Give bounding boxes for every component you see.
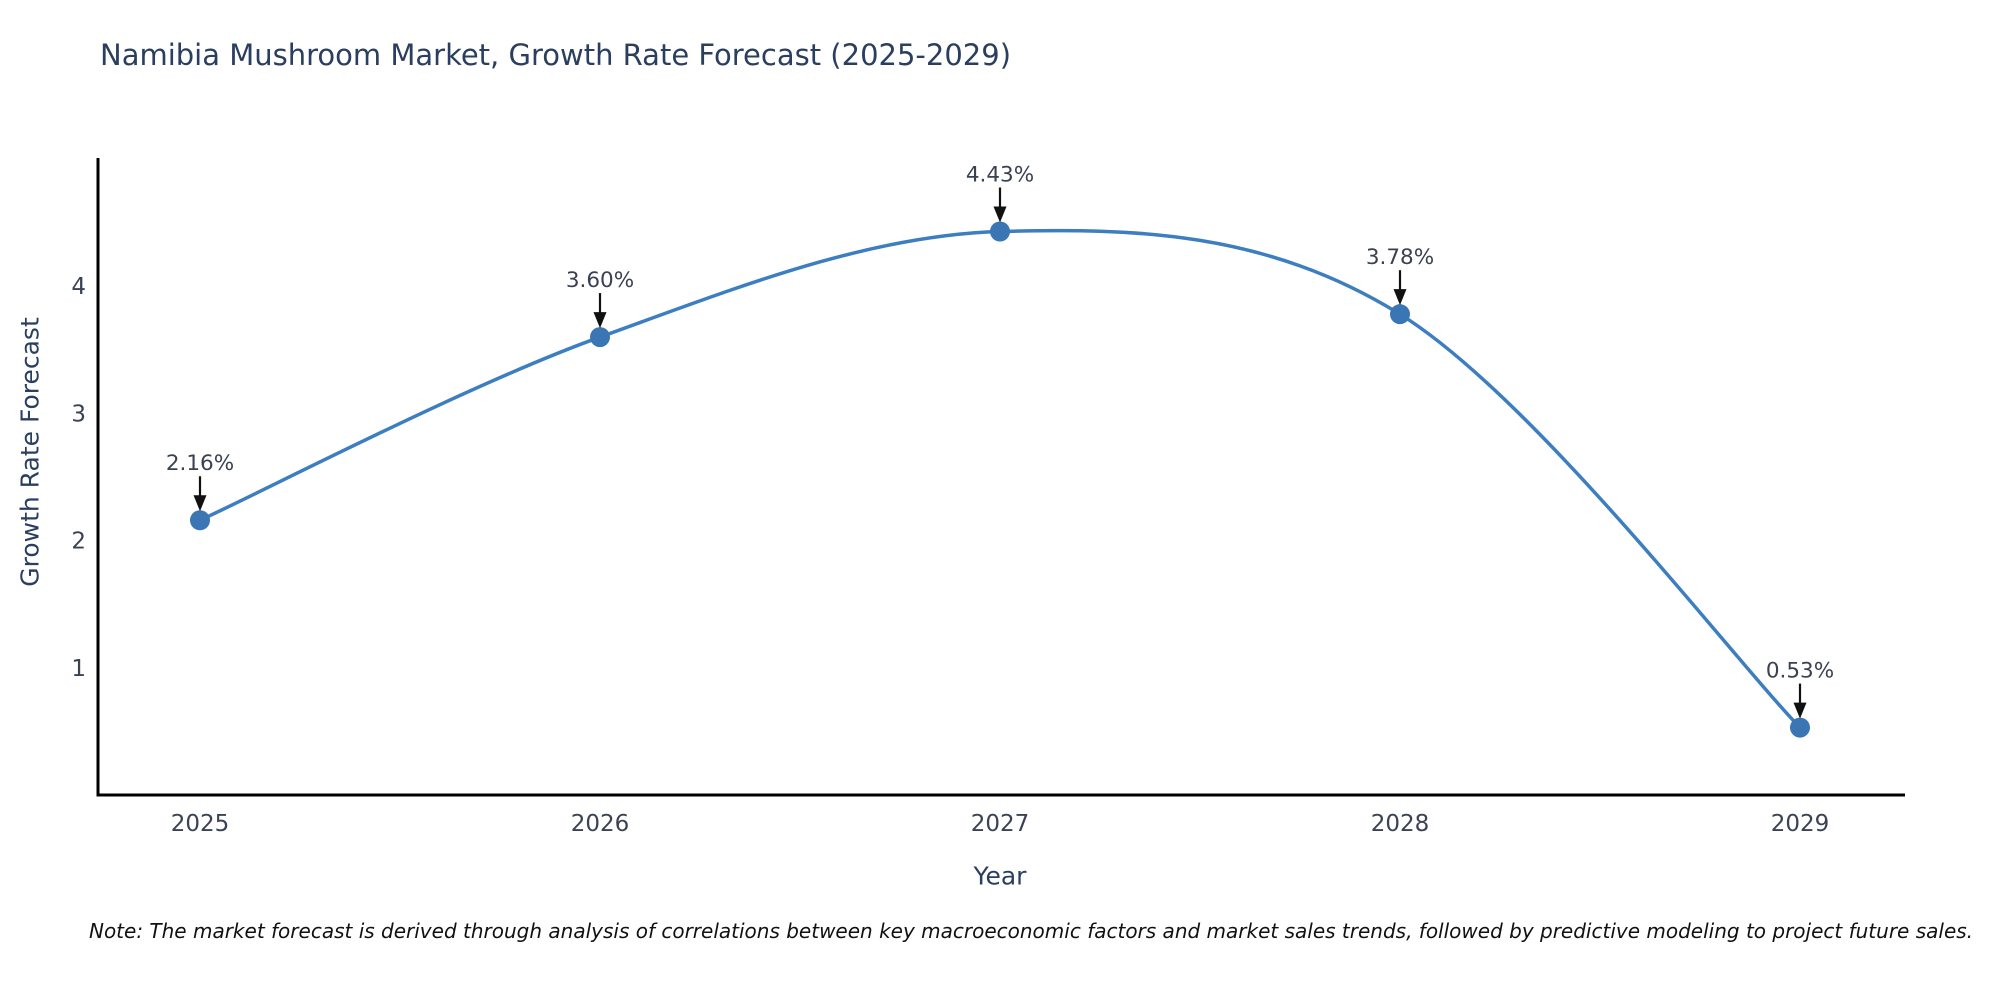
x-tick-label: 2029: [1771, 811, 1830, 837]
axis-spines: [96, 158, 1905, 797]
data-point-marker-2027: [990, 221, 1010, 242]
annotation-arrow-head: [1793, 702, 1807, 719]
trend-line: [199, 228, 1802, 729]
x-tick-label: 2028: [1371, 811, 1430, 837]
data-point-label: 0.53%: [1766, 659, 1834, 684]
x-axis-title: Year: [973, 861, 1027, 891]
data-point-label: 2.16%: [166, 451, 234, 476]
y-tick-label: 3: [71, 401, 86, 427]
data-point-marker-2026: [590, 327, 610, 348]
chart-title: Namibia Mushroom Market, Growth Rate For…: [100, 38, 1012, 72]
data-point-label: 3.60%: [566, 268, 634, 293]
y-axis-title: Growth Rate Forecast: [15, 317, 45, 587]
x-tick-label: 2027: [971, 811, 1030, 837]
data-point-marker-2029: [1790, 717, 1810, 738]
footnote: Note: The market forecast is derived thr…: [88, 919, 1974, 943]
data-point-label: 4.43%: [966, 163, 1034, 188]
annotation-arrow-head: [993, 206, 1007, 223]
annotation-arrow-head: [1393, 289, 1407, 306]
x-tick-label: 2025: [171, 811, 230, 837]
y-tick-label: 1: [71, 656, 86, 682]
y-tick-label: 4: [71, 274, 86, 300]
annotation-arrow-head: [193, 495, 207, 512]
x-tick-label: 2026: [571, 811, 630, 837]
data-point-label: 3.78%: [1366, 245, 1434, 270]
data-point-marker-2025: [190, 510, 210, 531]
data-point-marker-2028: [1390, 304, 1410, 325]
y-tick-label: 2: [71, 529, 86, 555]
annotation-arrow-head: [593, 312, 607, 329]
